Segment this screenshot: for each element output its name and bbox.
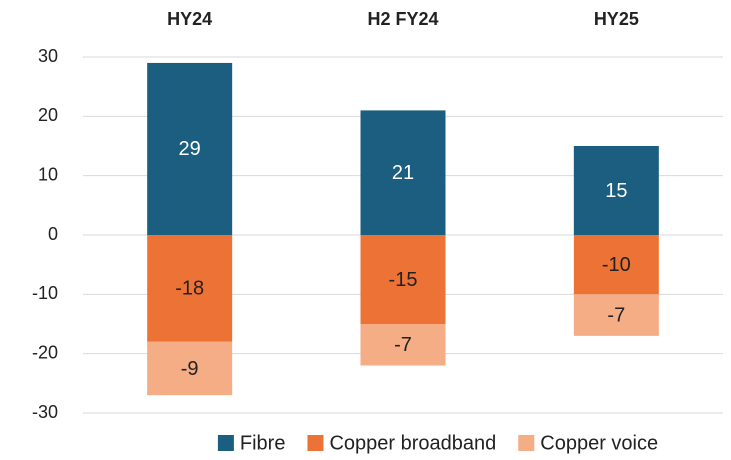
data-label: -10 — [602, 254, 631, 276]
data-label: 21 — [392, 162, 414, 184]
legend-swatch — [217, 435, 234, 451]
data-label: 15 — [605, 180, 627, 202]
category-label: HY24 — [167, 9, 212, 29]
y-tick-label: -20 — [32, 342, 58, 362]
y-tick-label: 0 — [48, 224, 58, 244]
y-tick-label: -30 — [32, 402, 58, 422]
bar-segment — [360, 324, 446, 366]
data-label: -15 — [389, 269, 418, 291]
bar-segment — [147, 341, 233, 396]
bar-segment — [147, 235, 233, 342]
legend-swatch — [307, 435, 324, 451]
legend-swatch — [518, 435, 535, 451]
category-label: HY25 — [594, 9, 639, 29]
bar-segment — [360, 235, 446, 324]
bar-segment — [573, 146, 659, 235]
y-tick-label: 30 — [38, 46, 58, 66]
category-label: H2 FY24 — [367, 9, 438, 29]
legend-label: Copper broadband — [329, 432, 496, 454]
bar-segment — [360, 110, 446, 235]
data-label: -7 — [607, 304, 625, 326]
data-label: -7 — [394, 334, 412, 356]
data-label: -9 — [181, 358, 199, 380]
bar-segment — [573, 235, 659, 295]
legend-label: Fibre — [240, 432, 286, 454]
data-label: -18 — [175, 278, 204, 300]
y-tick-label: 20 — [38, 105, 58, 125]
y-tick-label: 10 — [38, 164, 58, 184]
y-tick-label: -10 — [32, 283, 58, 303]
bar-segment — [573, 294, 659, 336]
bar-segment — [147, 62, 233, 235]
legend-label: Copper voice — [540, 432, 658, 454]
data-label: 29 — [179, 138, 201, 160]
